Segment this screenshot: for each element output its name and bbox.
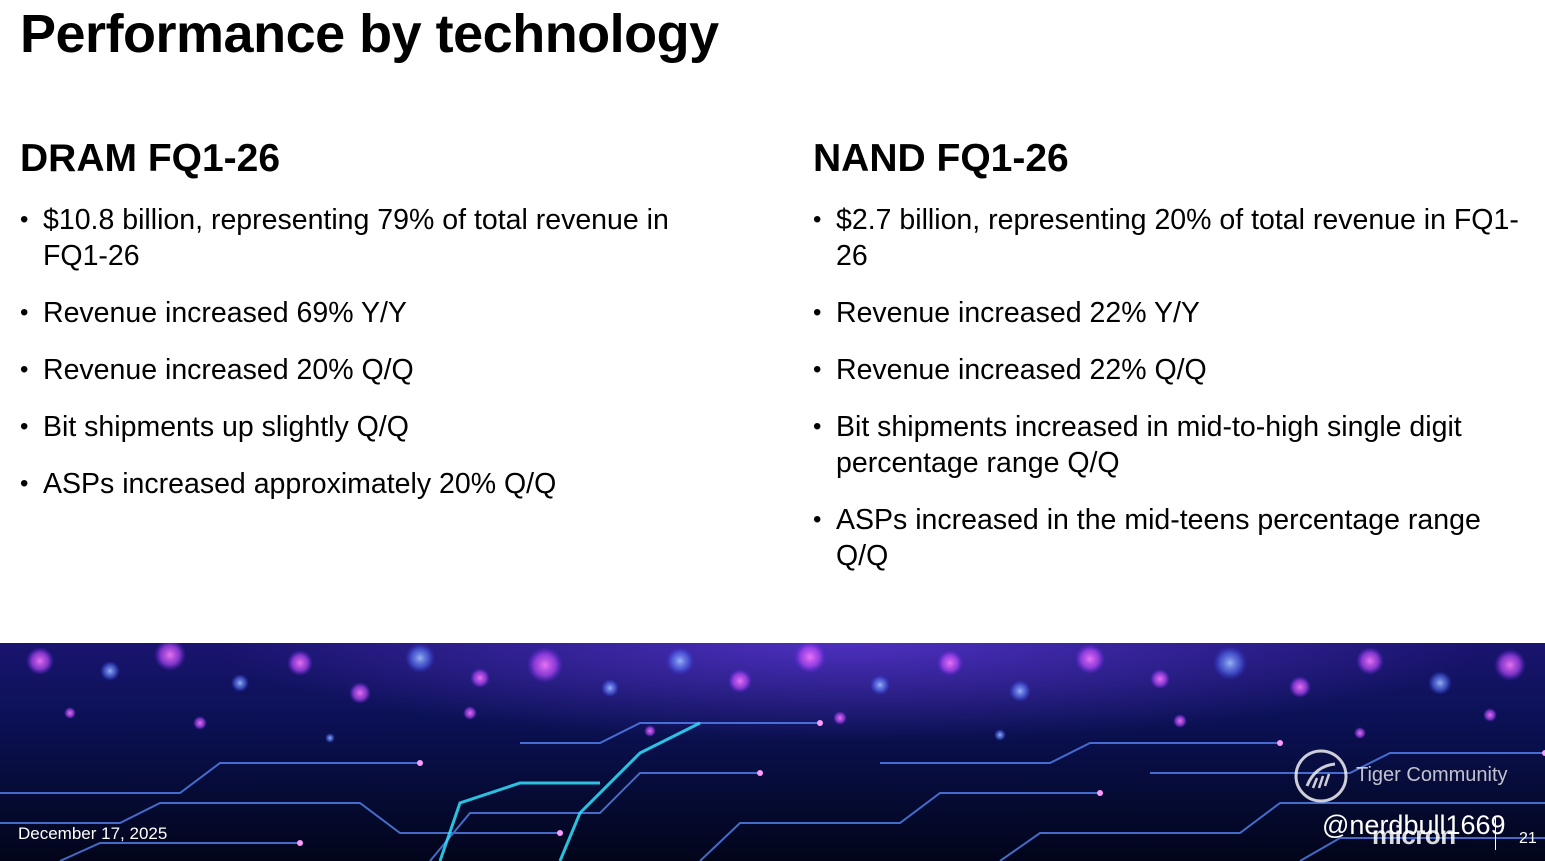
nand-bullet-list: $2.7 billion, representing 20% of total … [813, 202, 1528, 574]
dram-bullet: ASPs increased approximately 20% Q/Q [20, 466, 710, 502]
tiger-community-watermark: Tiger Community [1293, 748, 1533, 804]
nand-heading: NAND FQ1-26 [813, 137, 1069, 180]
tiger-community-label: Tiger Community [1356, 764, 1508, 786]
dram-bullet-list: $10.8 billion, representing 79% of total… [20, 202, 710, 502]
nand-bullet: $2.7 billion, representing 20% of total … [813, 202, 1528, 274]
slide-title: Performance by technology [20, 4, 719, 64]
dram-bullet: Revenue increased 20% Q/Q [20, 352, 710, 388]
author-handle: @nerdbull1669 [1322, 810, 1506, 840]
nand-column: NAND FQ1-26 $2.7 billion, representing 2… [813, 136, 1528, 595]
page-number: 21 [1519, 830, 1537, 847]
circuit-board-banner [0, 643, 1545, 861]
footer-divider [1495, 818, 1496, 850]
dram-column: DRAM FQ1-26 $10.8 billion, representing … [20, 136, 710, 523]
nand-bullet: Bit shipments increased in mid-to-high s… [813, 409, 1528, 481]
dram-heading: DRAM FQ1-26 [20, 137, 281, 180]
tiger-logo-icon [1294, 749, 1348, 803]
circuit-traces-graphic [0, 643, 1545, 861]
nand-bullet: Revenue increased 22% Q/Q [813, 352, 1528, 388]
slide-date: December 17, 2025 [18, 824, 168, 843]
brand-logo: micron [1372, 820, 1456, 850]
dram-bullet: $10.8 billion, representing 79% of total… [20, 202, 710, 274]
dram-bullet: Bit shipments up slightly Q/Q [20, 409, 710, 445]
dram-bullet: Revenue increased 69% Y/Y [20, 295, 710, 331]
nand-bullet: Revenue increased 22% Y/Y [813, 295, 1528, 331]
nand-bullet: ASPs increased in the mid-teens percenta… [813, 502, 1528, 574]
